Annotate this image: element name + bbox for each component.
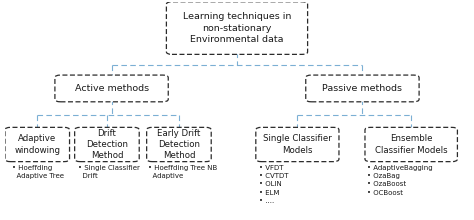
Text: • Hoeffding
  Adaptive Tree: • Hoeffding Adaptive Tree bbox=[12, 165, 64, 179]
Text: Drift
Detection
Method: Drift Detection Method bbox=[86, 128, 128, 160]
Text: • AdaptiveBagging
• OzaBag
• OzaBoost
• OCBoost: • AdaptiveBagging • OzaBag • OzaBoost • … bbox=[367, 165, 433, 196]
FancyBboxPatch shape bbox=[306, 75, 419, 102]
FancyBboxPatch shape bbox=[55, 75, 168, 102]
Text: Active methods: Active methods bbox=[74, 84, 149, 93]
FancyBboxPatch shape bbox=[256, 127, 339, 162]
Text: Learning techniques in
non-stationary
Environmental data: Learning techniques in non-stationary En… bbox=[183, 12, 291, 44]
FancyBboxPatch shape bbox=[365, 127, 457, 162]
FancyBboxPatch shape bbox=[166, 2, 308, 54]
Text: • VFDT
• CVTDT
• OLIN
• ELM
• ....: • VFDT • CVTDT • OLIN • ELM • .... bbox=[259, 165, 289, 204]
FancyBboxPatch shape bbox=[5, 127, 70, 162]
Text: • Single Classifier
  Drift: • Single Classifier Drift bbox=[78, 165, 140, 179]
Text: Adaptive
windowing: Adaptive windowing bbox=[14, 134, 60, 155]
Text: • Hoeffding Tree NB
  Adaptive: • Hoeffding Tree NB Adaptive bbox=[148, 165, 217, 179]
FancyBboxPatch shape bbox=[146, 127, 211, 162]
Text: Early Drift
Detection
Method: Early Drift Detection Method bbox=[157, 128, 201, 160]
FancyBboxPatch shape bbox=[74, 127, 139, 162]
Text: Ensemble
Classifier Models: Ensemble Classifier Models bbox=[375, 134, 447, 155]
Text: Single Classifier
Models: Single Classifier Models bbox=[263, 134, 332, 155]
Text: Passive methods: Passive methods bbox=[322, 84, 402, 93]
